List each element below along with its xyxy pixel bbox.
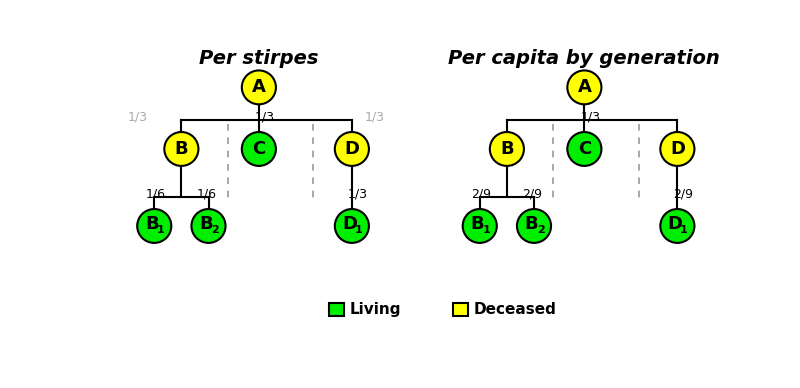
Circle shape xyxy=(567,132,602,166)
Text: Per capita by generation: Per capita by generation xyxy=(449,48,720,68)
Text: B: B xyxy=(199,215,213,233)
Text: 2/9: 2/9 xyxy=(471,187,491,201)
Text: Living: Living xyxy=(350,302,401,317)
Bar xyxy=(453,303,468,316)
Circle shape xyxy=(335,132,369,166)
Text: C: C xyxy=(252,140,266,158)
Text: B: B xyxy=(500,140,514,158)
Circle shape xyxy=(138,209,171,243)
Circle shape xyxy=(335,209,369,243)
Circle shape xyxy=(164,132,198,166)
Text: D: D xyxy=(344,140,359,158)
Text: 1/3: 1/3 xyxy=(255,111,275,123)
Text: 1/3: 1/3 xyxy=(365,111,385,123)
Circle shape xyxy=(242,132,276,166)
Text: 1: 1 xyxy=(354,225,362,235)
Circle shape xyxy=(242,71,276,104)
Text: C: C xyxy=(578,140,591,158)
Text: 1/3: 1/3 xyxy=(348,187,368,201)
Text: D: D xyxy=(670,140,685,158)
Bar xyxy=(329,303,344,316)
Circle shape xyxy=(462,209,497,243)
Text: Deceased: Deceased xyxy=(474,302,557,317)
Text: 1/3: 1/3 xyxy=(127,111,147,123)
Circle shape xyxy=(660,132,694,166)
Text: 1/6: 1/6 xyxy=(146,187,166,201)
Text: 2: 2 xyxy=(537,225,545,235)
Text: B: B xyxy=(174,140,188,158)
Text: B: B xyxy=(145,215,158,233)
Text: A: A xyxy=(578,78,591,96)
Text: D: D xyxy=(342,215,357,233)
Text: B: B xyxy=(525,215,538,233)
Text: 1: 1 xyxy=(680,225,688,235)
Text: 2: 2 xyxy=(211,225,219,235)
Circle shape xyxy=(517,209,551,243)
Text: 1: 1 xyxy=(482,225,490,235)
Text: Per stirpes: Per stirpes xyxy=(199,48,318,68)
Text: D: D xyxy=(667,215,682,233)
Text: 1/6: 1/6 xyxy=(197,187,217,201)
Text: A: A xyxy=(252,78,266,96)
Text: 2/9: 2/9 xyxy=(674,187,694,201)
Text: 1: 1 xyxy=(157,225,165,235)
Circle shape xyxy=(191,209,226,243)
Circle shape xyxy=(567,71,602,104)
Circle shape xyxy=(660,209,694,243)
Text: 2/9: 2/9 xyxy=(522,187,542,201)
Circle shape xyxy=(490,132,524,166)
Text: 1/3: 1/3 xyxy=(581,111,601,123)
Text: B: B xyxy=(470,215,484,233)
